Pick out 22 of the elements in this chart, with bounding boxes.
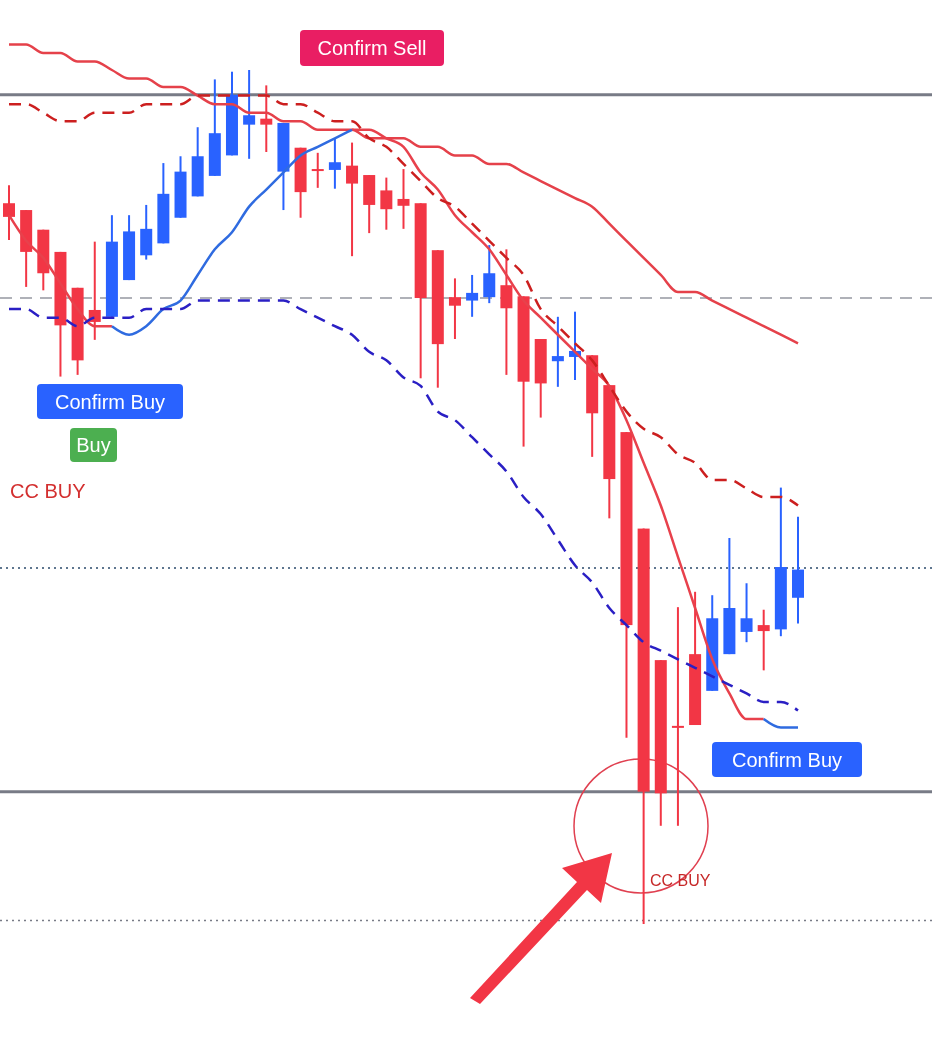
candlestick xyxy=(551,315,564,388)
candlestick xyxy=(346,141,359,258)
candlestick xyxy=(466,273,479,318)
candlestick xyxy=(328,137,341,190)
candlestick xyxy=(448,277,461,341)
candlestick xyxy=(397,168,410,230)
text: Confirm Sell xyxy=(317,37,427,59)
candlestick xyxy=(740,582,753,644)
candlestick xyxy=(88,240,101,341)
candlestick xyxy=(260,84,273,153)
annotation: Buy xyxy=(76,434,111,456)
candlestick xyxy=(483,244,496,305)
annotation: Confirm Buy xyxy=(731,748,843,771)
annotation: CC BUY xyxy=(10,480,86,502)
annotation: Confirm Buy xyxy=(54,390,166,413)
candlestick xyxy=(671,606,684,827)
candlestick xyxy=(311,151,324,189)
annotation: CC BUY xyxy=(650,872,711,889)
candlestick xyxy=(500,248,513,376)
candlestick xyxy=(757,608,770,672)
candlestick xyxy=(380,176,393,231)
candlestick xyxy=(243,69,256,160)
